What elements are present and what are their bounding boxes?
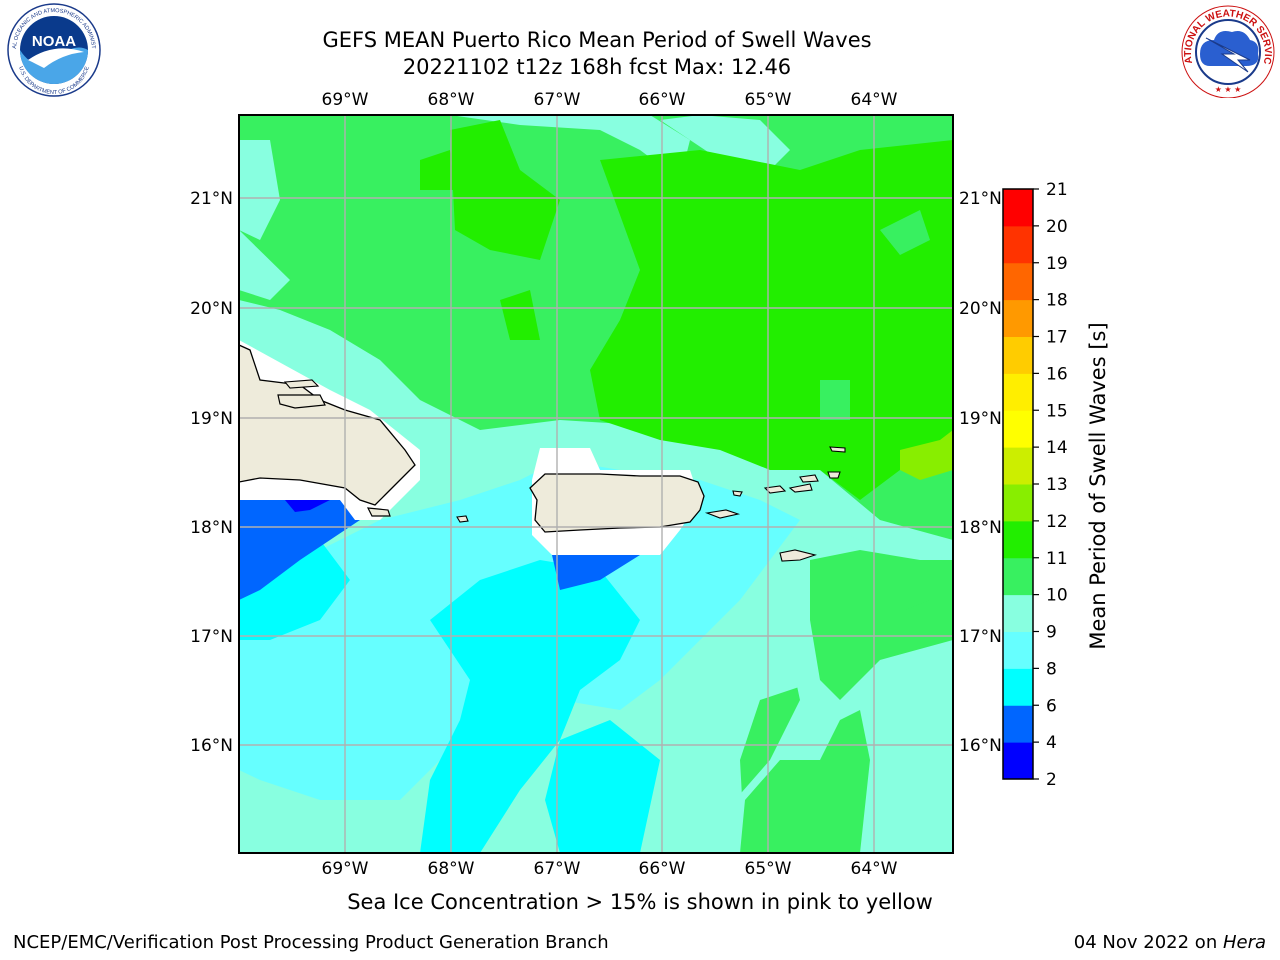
colorbar-swatch — [1003, 410, 1033, 448]
map-title: GEFS MEAN Puerto Rico Mean Period of Swe… — [322, 28, 872, 52]
lon-label-top: 64°W — [851, 90, 898, 110]
colorbar-tick-label: 9 — [1046, 623, 1057, 643]
colorbar-tick-label: 20 — [1046, 217, 1068, 237]
colorbar-tick-label: 21 — [1046, 180, 1068, 200]
lat-label-left: 16°N — [190, 736, 233, 756]
colorbar-tick-label: 19 — [1046, 254, 1068, 274]
colorbar-tick-label: 14 — [1046, 438, 1068, 458]
colorbar-tick-label: 11 — [1046, 549, 1068, 569]
colorbar-swatch — [1003, 594, 1033, 632]
noaa-logo-text: NOAA — [32, 33, 76, 50]
colorbar-swatch — [1003, 484, 1033, 522]
lat-label-right: 21°N — [959, 189, 1002, 209]
lon-label-top: 65°W — [745, 90, 792, 110]
colorbar-swatch — [1003, 225, 1033, 264]
colorbar: 2 4 6 8 9 10 11 12 13 14 15 16 17 18 19 20 21 — [1002, 180, 1068, 790]
svg-text:★ ★ ★: ★ ★ ★ — [1215, 85, 1242, 94]
sea-ice-note: Sea Ice Concentration > 15% is shown in … — [347, 890, 933, 914]
colorbar-swatch — [1003, 336, 1033, 374]
colorbar-swatch — [1003, 557, 1033, 596]
lat-label-right: 17°N — [959, 627, 1002, 647]
lat-label-right: 19°N — [959, 409, 1002, 429]
nws-logo: NATIONAL WEATHER SERVICE ★ ★ ★ — [1178, 2, 1275, 98]
lon-label-bottom: 68°W — [428, 859, 475, 879]
bottom-longitude-labels: 69°W 68°W 67°W 66°W 65°W 64°W — [322, 859, 898, 879]
lat-label-right: 18°N — [959, 518, 1002, 538]
colorbar-label: Mean Period of Swell Waves [s] — [1086, 322, 1110, 649]
colorbar-swatch — [1003, 520, 1033, 559]
noaa-logo: NOAA NATIONAL OCEANIC AND ATMOSPHERIC AD… — [4, 2, 101, 97]
colorbar-tick-label: 2 — [1046, 770, 1057, 790]
colorbar-tick-label: 18 — [1046, 291, 1068, 311]
colorbar-tick-label: 4 — [1046, 733, 1057, 753]
footer-host: Hera — [1222, 932, 1266, 953]
swell-period-field — [239, 115, 953, 853]
footer-date: 04 Nov 2022 on Hera — [1074, 932, 1266, 953]
lat-label-left: 18°N — [190, 518, 233, 538]
right-latitude-labels: 21°N 20°N 19°N 18°N 17°N 16°N — [959, 189, 1002, 756]
lon-label-top: 68°W — [428, 90, 475, 110]
lat-label-right: 16°N — [959, 736, 1002, 756]
map-subtitle: 20221102 t12z 168h fcst Max: 12.46 — [402, 55, 792, 79]
colorbar-tick-label: 16 — [1046, 364, 1068, 384]
lat-label-left: 17°N — [190, 627, 233, 647]
colorbar-tick-label: 13 — [1046, 475, 1068, 495]
puerto-rico-land — [529, 473, 705, 533]
lat-label-left: 21°N — [190, 189, 233, 209]
lon-label-bottom: 67°W — [534, 859, 581, 879]
footer-credit: NCEP/EMC/Verification Post Processing Pr… — [13, 932, 609, 953]
lon-label-bottom: 65°W — [745, 859, 792, 879]
map-frame — [238, 114, 954, 854]
colorbar-tick-label: 8 — [1046, 659, 1057, 679]
colorbar-swatch — [1003, 668, 1033, 706]
colorbar-tick-label: 12 — [1046, 512, 1068, 532]
lon-label-bottom: 69°W — [322, 859, 369, 879]
colorbar-swatch — [1003, 299, 1033, 337]
top-longitude-labels: 69°W 68°W 67°W 66°W 65°W 64°W — [322, 90, 898, 110]
colorbar-swatch — [1003, 189, 1033, 227]
colorbar-tick-label: 10 — [1046, 586, 1068, 606]
lon-label-top: 67°W — [534, 90, 581, 110]
graticule — [239, 115, 953, 853]
footer-date-text: 04 Nov 2022 on — [1073, 932, 1223, 953]
colorbar-swatch — [1003, 373, 1033, 411]
colorbar-swatch — [1003, 447, 1033, 485]
colorbar-swatch — [1003, 262, 1033, 301]
lon-label-bottom: 64°W — [851, 859, 898, 879]
colorbar-swatch — [1003, 631, 1033, 669]
left-latitude-labels: 21°N 20°N 19°N 18°N 17°N 16°N — [190, 189, 233, 756]
lon-label-top: 69°W — [322, 90, 369, 110]
lon-label-top: 66°W — [639, 90, 686, 110]
lat-label-left: 20°N — [190, 299, 233, 319]
colorbar-tick-label: 17 — [1046, 328, 1068, 348]
lat-label-left: 19°N — [190, 409, 233, 429]
colorbar-swatch — [1003, 705, 1033, 743]
colorbar-tick-label: 6 — [1046, 696, 1057, 716]
lat-label-right: 20°N — [959, 299, 1002, 319]
colorbar-tick-label: 15 — [1046, 401, 1068, 421]
lon-label-bottom: 66°W — [639, 859, 686, 879]
colorbar-swatch — [1003, 742, 1033, 780]
